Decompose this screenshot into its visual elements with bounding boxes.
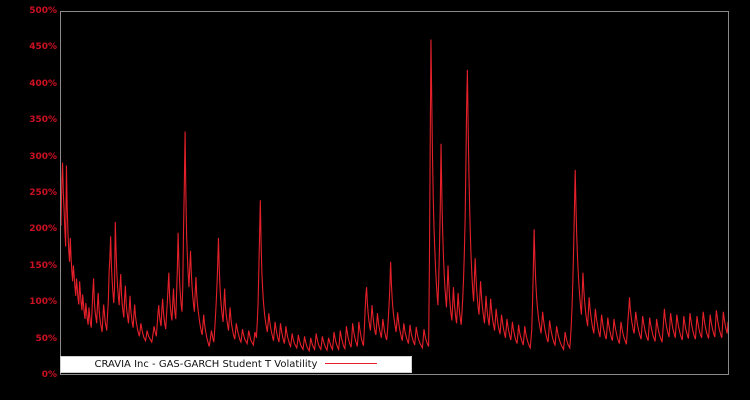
- y-axis-tick-200: 200%: [29, 224, 57, 235]
- y-axis-tick-350: 350%: [29, 115, 57, 126]
- chart-legend: CRAVIA Inc - GAS-GARCH Student T Volatil…: [60, 356, 412, 373]
- y-axis-tick-0: 0%: [41, 370, 57, 380]
- plot-frame: [60, 11, 729, 375]
- y-axis-tick-100: 100%: [29, 297, 57, 308]
- line-swatch-icon: [325, 363, 378, 364]
- y-axis-tick-150: 150%: [29, 260, 57, 271]
- y-axis-tick-500: 500%: [29, 6, 57, 16]
- y-axis-tick-300: 300%: [29, 151, 57, 162]
- y-axis-tick-50: 50%: [35, 333, 57, 344]
- y-axis-tick-250: 250%: [29, 188, 57, 198]
- y-axis-tick-450: 450%: [29, 42, 57, 53]
- volatility-series-line: [61, 39, 728, 353]
- legend-label: CRAVIA Inc - GAS-GARCH Student T Volatil…: [94, 359, 318, 370]
- series-polyline: [61, 39, 728, 353]
- plot-area: [61, 12, 728, 374]
- y-axis: 0% 50% 100% 150% 200% 250% 300% 350% 400% 450% 500…: [0, 0, 57, 400]
- y-axis-tick-400: 400%: [29, 78, 57, 89]
